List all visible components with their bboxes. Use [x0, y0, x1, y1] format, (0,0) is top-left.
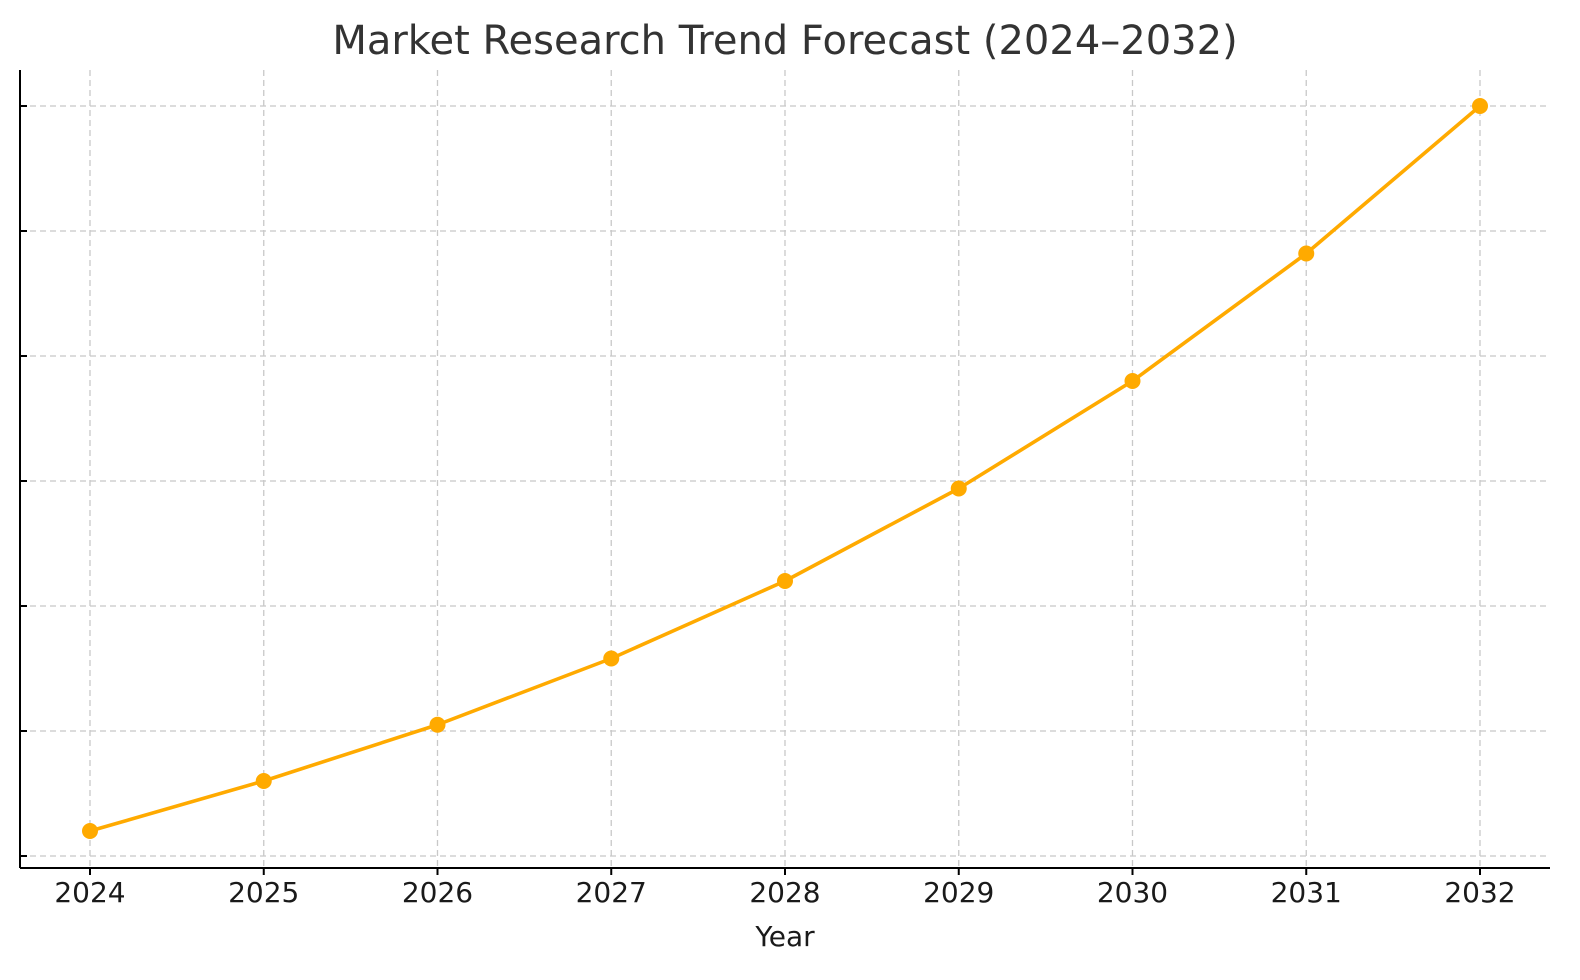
data-point	[603, 650, 620, 667]
x-tick-label: 2025	[228, 876, 299, 909]
x-tick-labels: 2024 2025 2026 2027 2028 2029 2030 2031 2032	[54, 876, 1515, 909]
series-layer	[82, 98, 1488, 839]
grid-lines	[20, 70, 1550, 868]
chart-title: Market Research Trend Forecast (2024–203…	[332, 18, 1237, 64]
x-tick-label: 2030	[1097, 876, 1168, 909]
data-point	[255, 773, 272, 789]
data-point	[1298, 245, 1315, 262]
x-tick-label: 2024	[54, 876, 125, 909]
axes	[19, 70, 1550, 875]
x-tick-label: 2026	[402, 876, 473, 909]
data-point	[429, 716, 446, 733]
data-point	[950, 480, 967, 497]
x-tick-label: 2032	[1444, 876, 1515, 909]
data-point	[777, 573, 793, 589]
data-point	[82, 823, 98, 839]
x-axis-label: Year	[754, 920, 815, 953]
x-tick-label: 2028	[749, 876, 820, 909]
x-tick-label: 2027	[576, 876, 647, 909]
x-tick-label: 2031	[1271, 876, 1342, 909]
data-point	[1472, 98, 1488, 114]
x-tick-label: 2029	[923, 876, 994, 909]
data-point	[1124, 373, 1141, 389]
